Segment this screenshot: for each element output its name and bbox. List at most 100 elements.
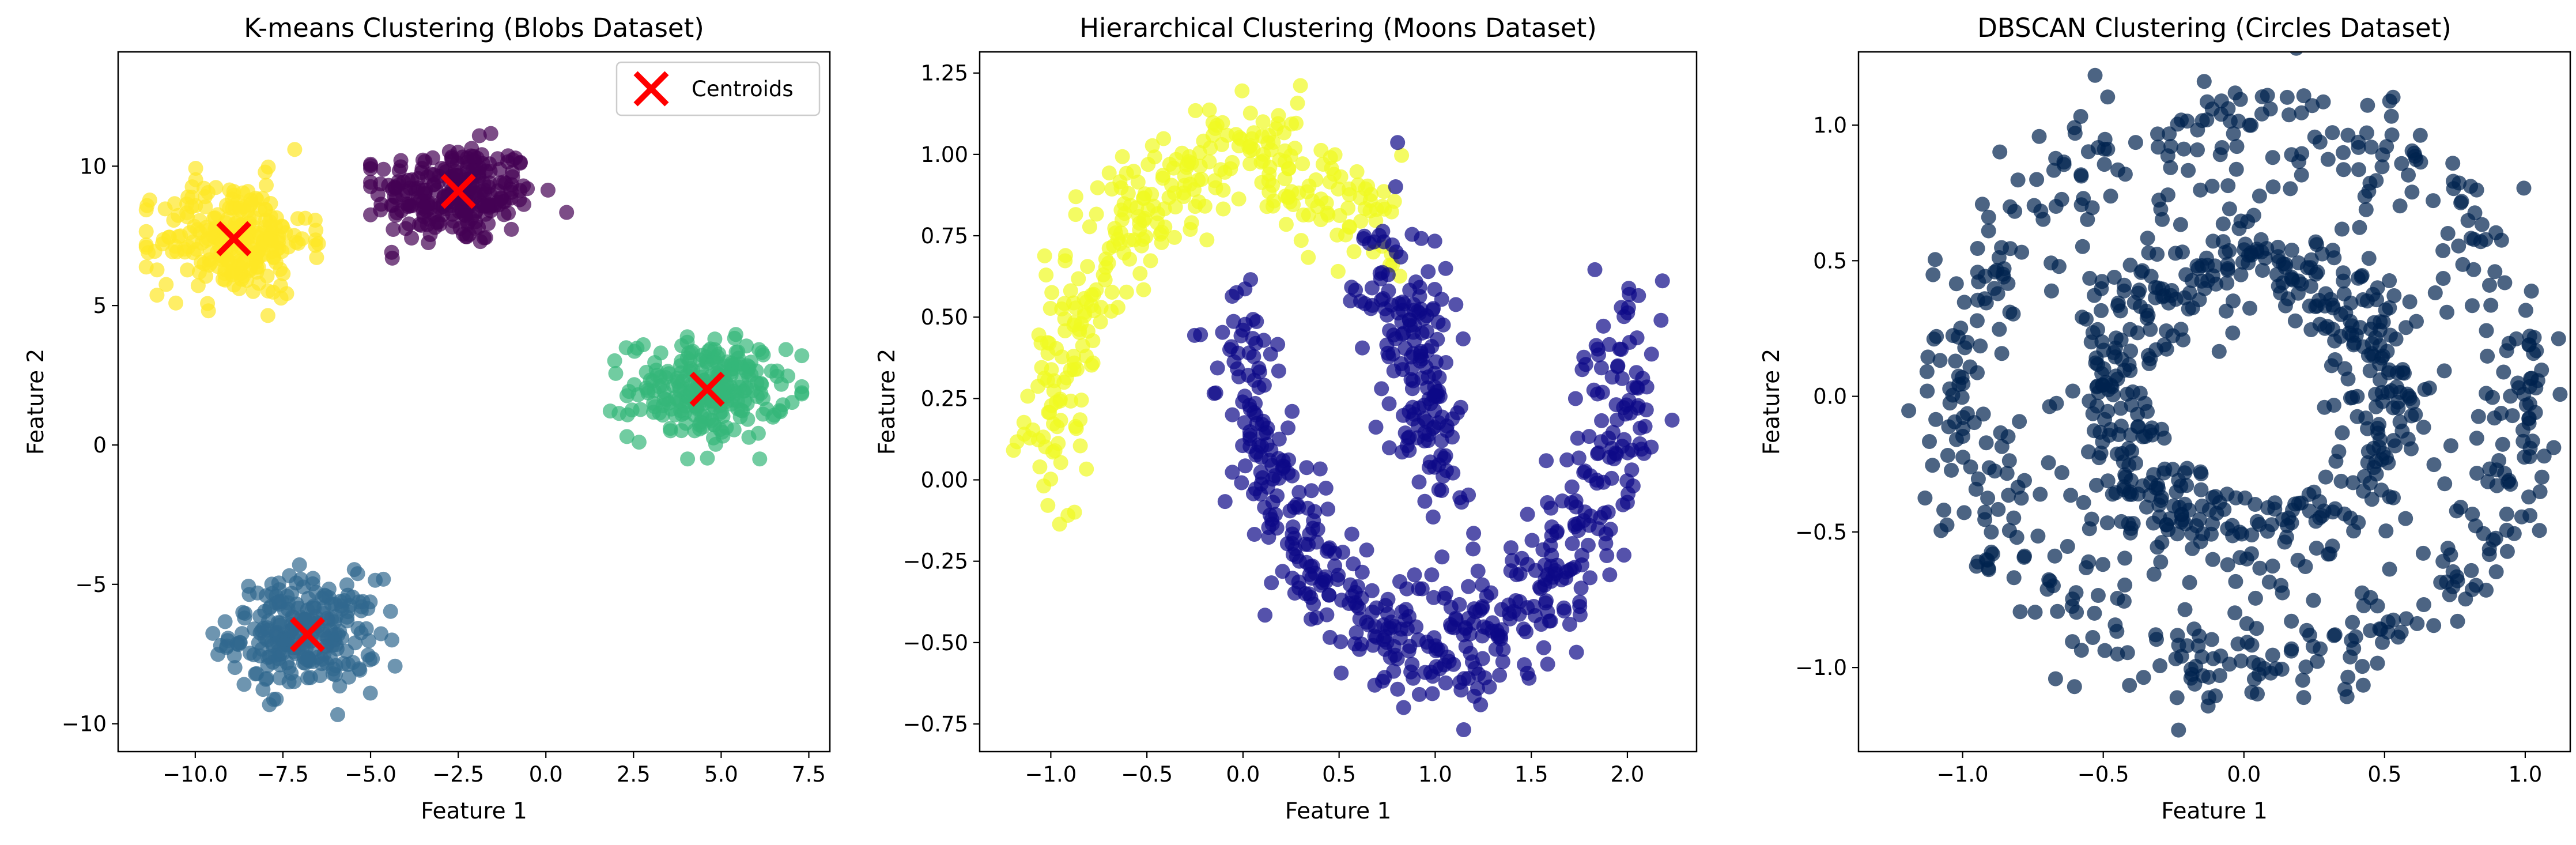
- panel3-point-cluster-0: [2439, 574, 2454, 590]
- panel1-point-cluster-3: [249, 265, 265, 280]
- panel3-point-cluster-0: [2249, 242, 2265, 257]
- panel2-point-cluster-0: [1387, 194, 1402, 209]
- panel3-point-cluster-0: [2143, 322, 2158, 337]
- panel1-point-cluster-0: [414, 161, 430, 176]
- panel1-point-cluster-2: [670, 392, 685, 408]
- panel3-point-cluster-0: [2328, 454, 2344, 469]
- panel3-point-cluster-0: [2131, 285, 2146, 301]
- panel1-point-cluster-2: [687, 423, 702, 439]
- panel1-point-cluster-0: [386, 222, 401, 237]
- panel2-point-cluster-0: [1234, 83, 1250, 99]
- panel3-point-cluster-0: [2453, 195, 2469, 210]
- panel2-point-cluster-1: [1424, 567, 1440, 583]
- panel3-point-cluster-0: [2200, 94, 2215, 110]
- panel2-point-cluster-1: [1237, 316, 1253, 332]
- panel3-point-cluster-0: [1948, 353, 1963, 369]
- panel3-point-cluster-0: [2222, 201, 2237, 217]
- panel1-x-tick-label: −7.5: [257, 762, 309, 787]
- panel3-point-cluster-0: [2189, 518, 2204, 534]
- panel3-axes-frame: [1857, 51, 2571, 753]
- panel3-point-cluster-0: [2458, 591, 2473, 607]
- panel3-point-cluster-0: [2041, 572, 2057, 587]
- panel2-point-cluster-0: [1037, 248, 1052, 263]
- panel3-point-cluster-0: [2482, 277, 2497, 293]
- panel3-point-cluster-0: [2265, 559, 2280, 574]
- panel2-point-cluster-0: [1119, 165, 1134, 181]
- panel2-point-cluster-0: [1188, 103, 1203, 118]
- panel2-point-cluster-1: [1321, 541, 1336, 557]
- panel2-point-cluster-1: [1562, 563, 1577, 578]
- panel2-point-cluster-1: [1367, 677, 1383, 693]
- panel2-point-cluster-0: [1155, 168, 1171, 183]
- panel1-point-cluster-1: [284, 586, 299, 601]
- panel1-point-cluster-1: [341, 669, 357, 685]
- panel3-point-cluster-0: [2086, 423, 2102, 439]
- panel2-point-cluster-0: [1394, 148, 1410, 163]
- panel2-point-cluster-1: [1398, 602, 1414, 617]
- panel2-point-cluster-1: [1434, 549, 1450, 565]
- panel2-point-cluster-1: [1574, 548, 1589, 563]
- panel3-point-cluster-0: [2094, 303, 2109, 318]
- panel3-point-cluster-0: [2416, 420, 2431, 435]
- panel1-point-cluster-1: [328, 658, 343, 673]
- panel3-point-cluster-0: [1901, 403, 1917, 418]
- panel3-point-cluster-0: [1977, 269, 1993, 284]
- panel1-point-cluster-0: [458, 208, 473, 223]
- panel1-point-cluster-1: [258, 672, 274, 687]
- panel1-point-cluster-2: [751, 342, 766, 357]
- panel3-point-cluster-0: [2222, 114, 2238, 129]
- panel2-point-cluster-0: [1308, 172, 1324, 187]
- panel2-point-cluster-1: [1265, 495, 1281, 510]
- panel3-point-cluster-0: [2267, 501, 2283, 517]
- panel3-point-cluster-0: [2481, 541, 2497, 557]
- panel3-point-cluster-0: [2334, 221, 2350, 237]
- panel1-point-cluster-0: [363, 179, 378, 194]
- panel2-point-cluster-1: [1438, 675, 1453, 691]
- panel3-point-cluster-0: [2139, 499, 2154, 515]
- panel1-point-cluster-1: [384, 632, 399, 648]
- panel2-point-cluster-1: [1237, 415, 1252, 431]
- panel3-y-tick-label: 0.5: [1813, 248, 1847, 273]
- panel1-point-cluster-1: [348, 635, 363, 651]
- panel3-point-cluster-0: [2107, 349, 2123, 365]
- panel3-point-cluster-0: [2398, 320, 2413, 335]
- panel1-point-cluster-0: [479, 198, 495, 213]
- panel1-point-cluster-0: [473, 234, 488, 250]
- panel2-point-cluster-1: [1330, 572, 1346, 587]
- panel3-point-cluster-0: [2220, 101, 2236, 116]
- panel1-point-cluster-0: [385, 197, 401, 213]
- panel2-point-cluster-1: [1492, 667, 1508, 683]
- panel3-point-cluster-0: [2374, 159, 2390, 175]
- panel1-point-cluster-2: [741, 369, 757, 385]
- panel2-point-cluster-1: [1433, 642, 1449, 658]
- panel3-point-cluster-0: [2279, 89, 2295, 105]
- panel2-point-cluster-1: [1334, 665, 1349, 681]
- panel1-point-cluster-0: [504, 221, 519, 237]
- panel1-x-tick-label: −2.5: [432, 762, 484, 787]
- panel1-point-cluster-2: [674, 423, 689, 439]
- panel2-point-cluster-1: [1233, 328, 1249, 344]
- panel3-point-cluster-0: [2365, 336, 2380, 352]
- panel2-point-cluster-1: [1361, 617, 1376, 633]
- panel2-point-cluster-1: [1291, 580, 1307, 596]
- panel3-point-cluster-0: [2309, 541, 2324, 556]
- panel3-y-tick-label: −1.0: [1795, 655, 1847, 680]
- panel3-point-cluster-0: [2402, 391, 2418, 406]
- panel3-point-cluster-0: [2343, 649, 2358, 665]
- panel2-point-cluster-1: [1347, 584, 1363, 600]
- panel1-point-cluster-3: [161, 229, 177, 245]
- panel2-point-cluster-1: [1638, 402, 1654, 418]
- panel3-point-cluster-0: [2200, 698, 2216, 714]
- panel3-point-cluster-0: [1978, 295, 1994, 311]
- panel2-y-tick-label: 0.50: [921, 305, 968, 330]
- panel2-point-cluster-0: [1032, 459, 1048, 474]
- panel1-point-cluster-3: [157, 201, 173, 217]
- panel1-point-cluster-3: [224, 267, 240, 283]
- panel2-point-cluster-1: [1458, 639, 1474, 654]
- panel3-point-cluster-0: [2298, 659, 2314, 675]
- panel3-point-cluster-0: [2029, 172, 2045, 187]
- panel3-point-cluster-0: [2233, 267, 2249, 282]
- panel2-point-cluster-1: [1210, 360, 1225, 376]
- panel3-point-cluster-0: [2496, 364, 2511, 380]
- panel3-point-cluster-0: [2073, 109, 2088, 124]
